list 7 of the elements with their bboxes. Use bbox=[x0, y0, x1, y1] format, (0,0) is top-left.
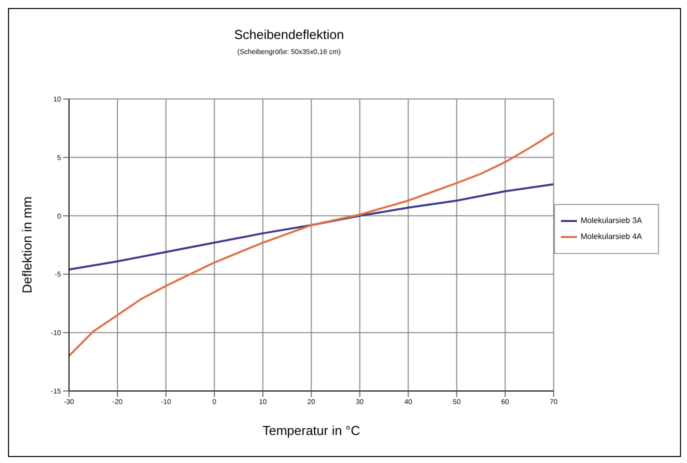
x-axis-title: Temperatur in °C bbox=[262, 423, 360, 438]
y-axis-title: Deflektion in mm bbox=[20, 196, 35, 294]
legend-label: Molekularsieb 4A bbox=[580, 232, 642, 242]
line-series bbox=[69, 132, 554, 357]
chart-title: Scheibendeflektion bbox=[233, 27, 345, 42]
line-series bbox=[69, 183, 554, 271]
legend-label: Molekularsieb 3A bbox=[580, 216, 642, 226]
